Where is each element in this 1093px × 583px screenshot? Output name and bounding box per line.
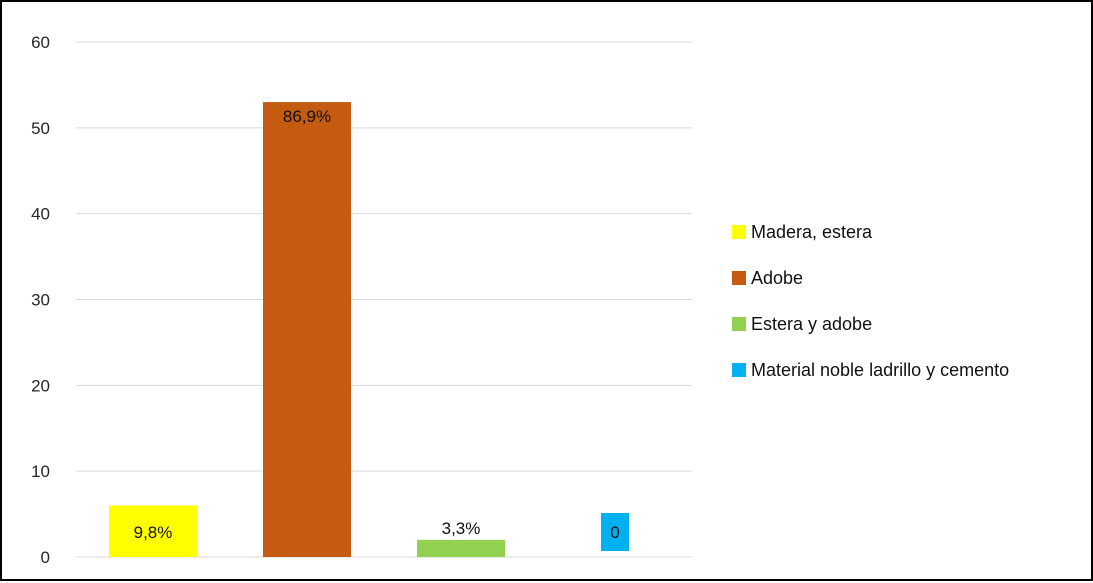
data-label: 0 [610,523,619,542]
legend-swatch [732,317,746,331]
y-tick-label: 10 [31,462,50,481]
data-label-box [601,513,629,551]
legend-label: Estera y adobe [751,314,872,334]
bar [263,102,351,557]
bar [417,539,505,557]
data-label-box [109,513,197,557]
gridlines [76,41,692,558]
legend: Madera, estera Adobe Estera y adobe Materia… [732,222,1009,380]
legend-swatch [732,271,746,285]
data-label: 9,8% [134,523,173,542]
y-tick-label: 0 [41,548,50,567]
bars [109,102,505,557]
y-tick-label: 40 [31,205,50,224]
y-tick-label: 30 [31,291,50,310]
data-label: 3,3% [442,519,481,538]
y-axis: 0 10 20 30 40 50 60 [31,33,50,567]
legend-label: Adobe [751,268,803,288]
y-tick-label: 20 [31,376,50,395]
legend-label: Madera, estera [751,222,873,242]
y-tick-label: 50 [31,119,50,138]
legend-swatch [732,225,746,239]
data-label: 86,9% [283,107,331,126]
legend-label: Material noble ladrillo y cemento [751,360,1009,380]
y-tick-label: 60 [31,33,50,52]
legend-swatch [732,363,746,377]
data-labels: 9,8% 86,9% 3,3% 0 [109,107,629,557]
